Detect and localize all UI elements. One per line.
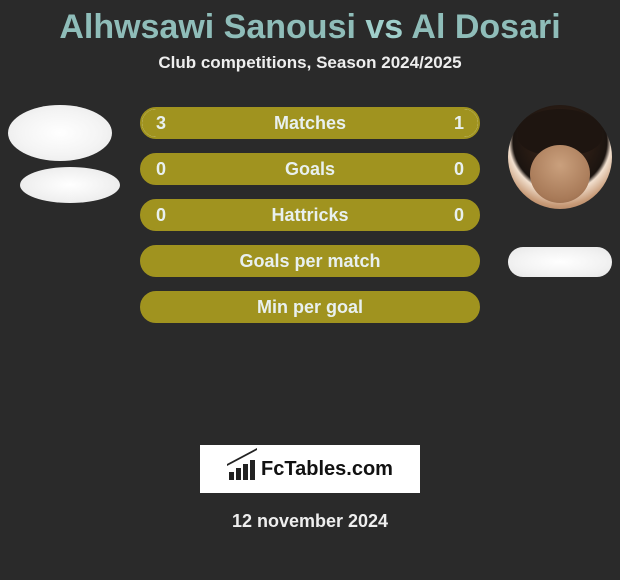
stat-label: Goals bbox=[142, 155, 478, 183]
logo-text: FcTables.com bbox=[261, 458, 393, 481]
vs-separator: vs bbox=[365, 8, 403, 46]
page-title: Alhwsawi Sanousi vs Al Dosari bbox=[0, 0, 620, 53]
source-logo: FcTables.com bbox=[200, 445, 420, 493]
stat-value-right: 0 bbox=[454, 201, 464, 229]
stat-label: Min per goal bbox=[142, 293, 478, 321]
player-1-avatar-shadow bbox=[20, 167, 120, 203]
stat-value-right: 1 bbox=[454, 109, 464, 137]
stat-label: Hattricks bbox=[142, 201, 478, 229]
subtitle: Club competitions, Season 2024/2025 bbox=[0, 53, 620, 73]
stat-bar: Min per goal bbox=[140, 291, 480, 323]
comparison-stage: Matches31Goals00Hattricks00Goals per mat… bbox=[0, 97, 620, 437]
stat-bar: Hattricks0 0 bbox=[140, 199, 480, 231]
stat-bar: Matches3 1 bbox=[140, 107, 480, 139]
player-1-avatar bbox=[8, 105, 112, 161]
stat-value-left: 0 bbox=[156, 201, 166, 229]
stat-bar: Goals0 0 bbox=[140, 153, 480, 185]
logo-chart-icon bbox=[227, 458, 255, 480]
player-1-name: Alhwsawi Sanousi bbox=[59, 8, 356, 46]
player-2-avatar-shadow bbox=[508, 247, 612, 277]
player-2-name: Al Dosari bbox=[411, 8, 560, 46]
comparison-bars: Matches31Goals00Hattricks00Goals per mat… bbox=[140, 107, 480, 337]
stat-label: Matches bbox=[142, 109, 478, 137]
stat-value-left: 3 bbox=[156, 109, 166, 137]
stat-value-right: 0 bbox=[454, 155, 464, 183]
stat-value-left: 0 bbox=[156, 155, 166, 183]
stat-bar: Goals per match bbox=[140, 245, 480, 277]
player-2-avatar bbox=[508, 105, 612, 209]
stat-label: Goals per match bbox=[142, 247, 478, 275]
date-caption: 12 november 2024 bbox=[0, 511, 620, 532]
